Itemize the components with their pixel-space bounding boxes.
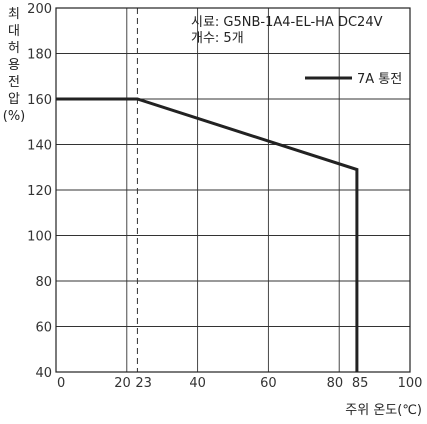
y-label-char: 허	[8, 41, 20, 56]
y-tick-label: 140	[27, 139, 52, 154]
x-tick-label: 0	[57, 376, 65, 391]
y-tick-label: 200	[27, 2, 52, 17]
x-tick-label: 60	[260, 376, 277, 391]
y-tick-label: 120	[27, 184, 52, 199]
y-tick-labels: 40 60 80 100 120 140 160 180 200	[27, 2, 52, 381]
y-tick-label: 40	[35, 366, 52, 381]
x-axis-label: 주위 온도(℃)	[345, 403, 422, 418]
plot-frame	[55, 7, 411, 373]
series-group	[56, 97, 359, 372]
y-label-char: (%)	[3, 109, 26, 124]
x-tick-label: 23	[135, 376, 152, 391]
y-tick-label: 160	[27, 93, 52, 108]
series-line	[56, 97, 359, 372]
y-label-char: 전	[8, 75, 20, 90]
x-tick-label: 100	[398, 376, 423, 391]
y-label-char: 압	[8, 92, 20, 107]
annotation-line: 시료: G5NB-1A4-EL-HA DC24V	[191, 15, 383, 30]
y-label-char: 대	[8, 24, 20, 39]
annotation-line: 개수: 5개	[191, 31, 244, 46]
y-tick-label: 60	[35, 321, 52, 336]
x-tick-label: 85	[352, 376, 369, 391]
y-tick-label: 180	[27, 48, 52, 63]
y-label-char: 용	[8, 58, 20, 73]
y-tick-label: 80	[35, 275, 52, 290]
x-tick-label: 40	[189, 376, 206, 391]
legend-label: 7A 통전	[357, 72, 402, 87]
y-tick-label: 100	[27, 230, 52, 245]
x-tick-labels: 0 20 23 40 60 80 85 100	[57, 376, 422, 391]
x-tick-label: 20	[114, 376, 131, 391]
x-tick-label: 80	[327, 376, 344, 391]
y-label-char: 최	[8, 7, 20, 22]
legend: 7A 통전	[305, 72, 402, 87]
